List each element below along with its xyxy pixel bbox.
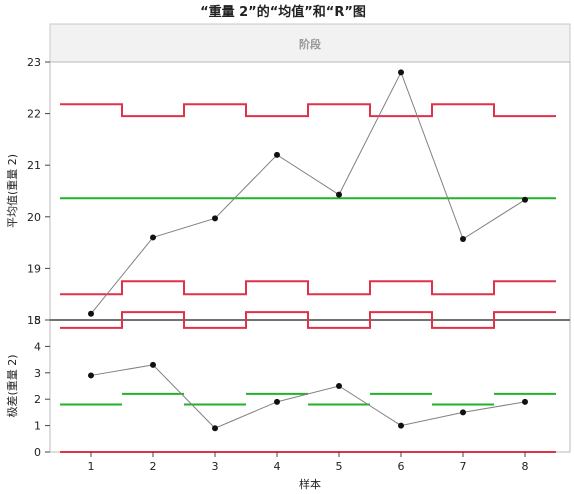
range-y-tick-label: 5 <box>34 314 41 327</box>
range-y-tick-label: 1 <box>34 420 41 433</box>
xbar-data-point <box>522 196 528 203</box>
xbar-y-tick-label: 22 <box>27 108 41 121</box>
xbar-lcl-line <box>60 280 556 296</box>
xbar-data-point <box>398 69 404 76</box>
range-data-point <box>274 398 280 405</box>
xbar-data-point <box>88 310 94 317</box>
range-data-point <box>398 422 404 429</box>
xbar-data-point <box>274 151 280 158</box>
x-tick-label: 8 <box>522 460 529 473</box>
range-panel: 0 1 2 3 4 5 <box>34 311 556 459</box>
range-data-point <box>336 383 342 389</box>
x-axis-title: 样本 <box>299 477 321 491</box>
xbar-y-tick-label: 23 <box>27 56 41 69</box>
xbar-data-point <box>212 215 218 222</box>
xbar-data-point <box>460 235 466 242</box>
range-data-point <box>460 409 466 416</box>
range-data-point <box>88 372 94 379</box>
xbar-y-tick-label: 19 <box>27 262 41 275</box>
xbar-ucl-line <box>60 103 556 118</box>
range-plot-frame <box>49 319 571 453</box>
xbar-y-axis-title: 平均值(重量 2) <box>5 154 19 228</box>
range-data-point <box>522 398 528 405</box>
chart-title: “重量 2”的“均值”和“R”图 <box>200 4 366 20</box>
range-y-axis-title: 极差(重量 2) <box>5 354 19 417</box>
x-tick-label: 2 <box>150 460 157 473</box>
phase-label: 阶段 <box>299 37 321 51</box>
x-axis: 1 2 3 4 5 6 7 8 <box>88 452 529 473</box>
xbar-y-tick-label: 18 <box>27 314 41 327</box>
range-y-tick-label: 3 <box>34 367 41 380</box>
xbar-data-point <box>336 191 342 198</box>
x-tick-label: 6 <box>398 460 405 473</box>
range-ucl-line <box>60 311 556 329</box>
range-y-tick-label: 4 <box>34 340 41 353</box>
xbar-data-point <box>150 234 156 241</box>
range-data-point <box>150 361 156 368</box>
xbar-y-tick-label: 20 <box>27 211 41 224</box>
xbar-panel: 18 19 20 21 22 23 <box>27 56 556 327</box>
range-y-tick-label: 2 <box>34 393 41 406</box>
range-data-point <box>212 425 218 432</box>
x-tick-label: 7 <box>460 460 467 473</box>
x-tick-label: 1 <box>88 460 95 473</box>
x-tick-label: 5 <box>336 460 343 473</box>
range-series-line <box>90 364 526 429</box>
x-tick-label: 3 <box>212 460 219 473</box>
xbar-series-line <box>90 71 526 315</box>
x-tick-label: 4 <box>274 460 281 473</box>
xbar-y-tick-label: 21 <box>27 159 41 172</box>
range-y-tick-label: 0 <box>34 446 41 459</box>
phase-header <box>49 23 571 63</box>
